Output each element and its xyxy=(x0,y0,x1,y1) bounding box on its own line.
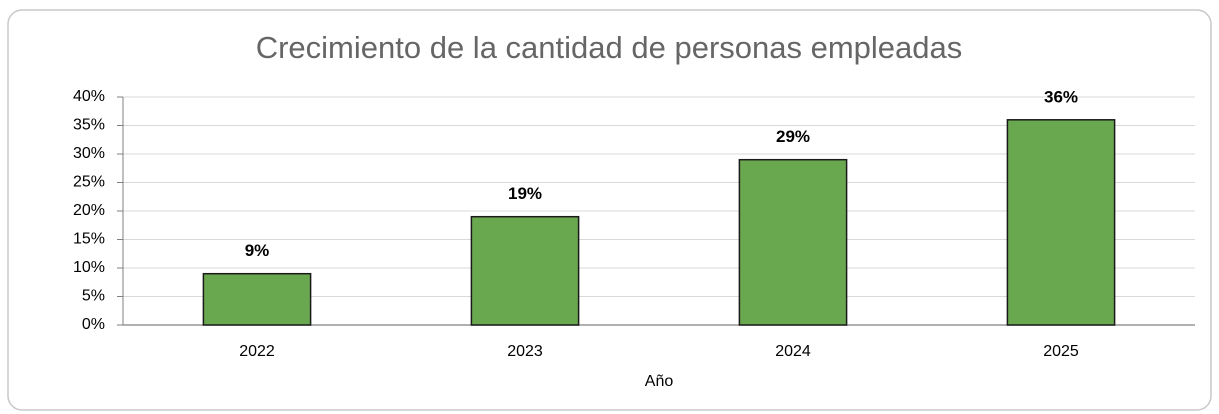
data-label: 36% xyxy=(1044,87,1078,106)
x-tick-label: 2022 xyxy=(239,343,275,360)
x-tick-label: 2023 xyxy=(507,343,543,360)
y-tick-label: 15% xyxy=(73,231,105,248)
bar xyxy=(202,272,312,326)
data-label: 29% xyxy=(776,127,810,146)
x-tick-label: 2024 xyxy=(775,343,811,360)
y-tick-label: 25% xyxy=(73,174,105,191)
y-tick-label: 40% xyxy=(73,88,105,105)
bar xyxy=(470,215,580,326)
bar xyxy=(1006,119,1116,326)
y-tick-label: 35% xyxy=(73,117,105,134)
y-tick-label: 20% xyxy=(73,202,105,219)
x-tick-label: 2025 xyxy=(1043,343,1079,360)
bar xyxy=(738,158,848,326)
x-axis-label: Año xyxy=(645,373,674,390)
y-tick-label: 0% xyxy=(82,316,105,333)
y-tick-label: 30% xyxy=(73,145,105,162)
data-label: 19% xyxy=(508,184,542,203)
chart-title: Crecimiento de la cantidad de personas e… xyxy=(256,30,963,65)
y-tick-label: 5% xyxy=(82,288,105,305)
data-label: 9% xyxy=(245,241,270,260)
y-tick-label: 10% xyxy=(73,259,105,276)
